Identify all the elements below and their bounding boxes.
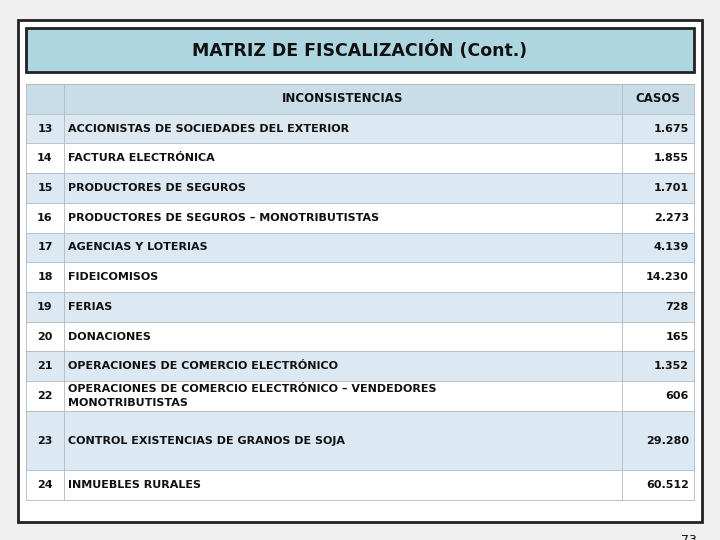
Bar — [26, 292, 694, 322]
Text: 16: 16 — [37, 213, 53, 222]
Text: 1.352: 1.352 — [654, 361, 689, 372]
Text: 606: 606 — [665, 391, 689, 401]
Text: FACTURA ELECTRÓNICA: FACTURA ELECTRÓNICA — [68, 153, 215, 163]
Bar — [26, 470, 694, 500]
Text: PRODUCTORES DE SEGUROS: PRODUCTORES DE SEGUROS — [68, 183, 246, 193]
Text: 13: 13 — [37, 124, 53, 133]
Text: 1.675: 1.675 — [654, 124, 689, 133]
Text: INMUEBLES RURALES: INMUEBLES RURALES — [68, 480, 201, 490]
Bar — [26, 114, 694, 144]
Text: INCONSISTENCIAS: INCONSISTENCIAS — [282, 92, 404, 105]
Text: 29.280: 29.280 — [646, 436, 689, 446]
Text: 14.230: 14.230 — [646, 272, 689, 282]
Text: 14: 14 — [37, 153, 53, 163]
Text: 17: 17 — [37, 242, 53, 252]
Text: 4.139: 4.139 — [654, 242, 689, 252]
Text: 23: 23 — [37, 436, 53, 446]
Bar — [26, 144, 694, 173]
Text: CONTROL EXISTENCIAS DE GRANOS DE SOJA: CONTROL EXISTENCIAS DE GRANOS DE SOJA — [68, 436, 345, 446]
Text: PRODUCTORES DE SEGUROS – MONOTRIBUTISTAS: PRODUCTORES DE SEGUROS – MONOTRIBUTISTAS — [68, 213, 379, 222]
Text: FERIAS: FERIAS — [68, 302, 112, 312]
Text: 19: 19 — [37, 302, 53, 312]
Bar — [26, 84, 694, 114]
Text: 60.512: 60.512 — [646, 480, 689, 490]
Text: ACCIONISTAS DE SOCIEDADES DEL EXTERIOR: ACCIONISTAS DE SOCIEDADES DEL EXTERIOR — [68, 124, 349, 133]
Text: 20: 20 — [37, 332, 53, 342]
Bar — [26, 173, 694, 203]
Text: 728: 728 — [666, 302, 689, 312]
Bar — [26, 28, 694, 72]
Text: 2.273: 2.273 — [654, 213, 689, 222]
Bar — [26, 352, 694, 381]
Text: DONACIONES: DONACIONES — [68, 332, 151, 342]
Text: 21: 21 — [37, 361, 53, 372]
Text: 165: 165 — [666, 332, 689, 342]
Text: 18: 18 — [37, 272, 53, 282]
Text: 1.701: 1.701 — [654, 183, 689, 193]
Text: 1.855: 1.855 — [654, 153, 689, 163]
Text: CASOS: CASOS — [636, 92, 680, 105]
Bar — [26, 411, 694, 470]
Bar — [26, 233, 694, 262]
Text: 22: 22 — [37, 391, 53, 401]
Text: OPERACIONES DE COMERCIO ELECTRÓNICO – VENDEDORES
MONOTRIBUTISTAS: OPERACIONES DE COMERCIO ELECTRÓNICO – VE… — [68, 384, 436, 408]
Bar — [26, 262, 694, 292]
Text: OPERACIONES DE COMERCIO ELECTRÓNICO: OPERACIONES DE COMERCIO ELECTRÓNICO — [68, 361, 338, 372]
Text: 24: 24 — [37, 480, 53, 490]
Bar — [26, 322, 694, 352]
Text: AGENCIAS Y LOTERIAS: AGENCIAS Y LOTERIAS — [68, 242, 207, 252]
Text: MATRIZ DE FISCALIZACIÓN (Cont.): MATRIZ DE FISCALIZACIÓN (Cont.) — [192, 40, 528, 59]
Bar — [26, 203, 694, 233]
Bar — [26, 381, 694, 411]
Text: 15: 15 — [37, 183, 53, 193]
Text: FIDEICOMISOS: FIDEICOMISOS — [68, 272, 158, 282]
Text: 73: 73 — [681, 534, 697, 540]
